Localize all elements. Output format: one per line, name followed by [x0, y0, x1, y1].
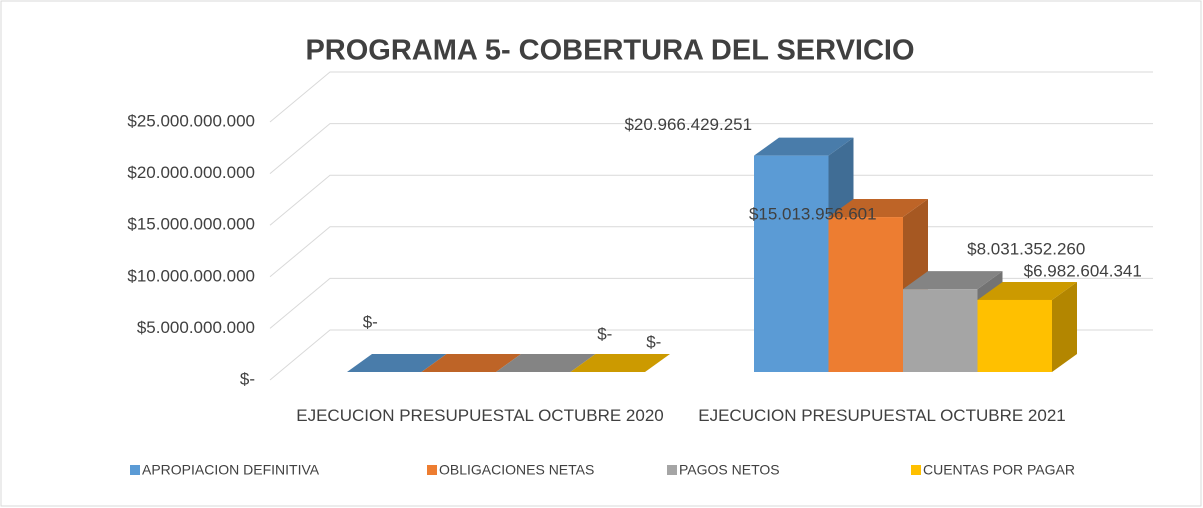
value-label: $8.031.352.260: [967, 240, 1085, 259]
legend-label: CUENTAS POR PAGAR: [923, 462, 1075, 478]
bar-top: [421, 354, 521, 372]
bar-front: [977, 299, 1052, 372]
bar: [496, 354, 596, 372]
bar-top: [828, 199, 928, 218]
bar-top: [347, 354, 447, 372]
bar-top: [570, 354, 670, 372]
value-label: $-: [363, 312, 378, 331]
legend-label: APROPIACION DEFINITIVA: [142, 462, 320, 478]
legend-label: OBLIGACIONES NETAS: [439, 462, 594, 478]
value-label: $15.013.956.601: [749, 205, 877, 224]
x-tick-label: EJECUCION PRESUPUESTAL OCTUBRE 2021: [698, 406, 1066, 425]
grid-line: [269, 174, 1153, 226]
bar-top: [977, 281, 1077, 300]
bar-front: [828, 217, 903, 372]
y-tick-label: $15.000.000.000: [127, 215, 255, 234]
bar: [347, 354, 447, 372]
bar-front: [903, 289, 978, 372]
bar: [977, 281, 1077, 372]
legend-label: PAGOS NETOS: [679, 462, 780, 478]
bar-top: [903, 271, 1003, 290]
legend-swatch: [911, 465, 921, 475]
y-tick-label: $20.000.000.000: [127, 163, 255, 182]
value-label: $20.966.429.251: [624, 115, 752, 134]
y-tick-label: $5.000.000.000: [137, 318, 255, 337]
bar: [421, 354, 521, 372]
y-tick-label: $-: [240, 369, 255, 388]
x-tick-label: EJECUCION PRESUPUESTAL OCTUBRE 2020: [296, 406, 664, 425]
y-tick-label: $25.000.000.000: [127, 111, 255, 130]
legend-swatch: [667, 465, 677, 475]
grid-line: [269, 123, 1153, 174]
legend-swatch: [427, 465, 437, 475]
value-label: $6.982.604.341: [1024, 261, 1142, 280]
grid-line: [269, 71, 1153, 123]
value-label: $-: [646, 332, 661, 351]
legend-swatch: [130, 465, 140, 475]
chart-title: PROGRAMA 5- COBERTURA DEL SERVICIO: [305, 35, 914, 67]
bar-side: [1052, 281, 1077, 372]
bar-top: [754, 137, 854, 156]
y-tick-label: $10.000.000.000: [127, 266, 255, 285]
bar-front: [754, 155, 829, 372]
value-label: $-: [597, 324, 612, 343]
bar: [570, 354, 670, 372]
bar-top: [496, 354, 596, 372]
